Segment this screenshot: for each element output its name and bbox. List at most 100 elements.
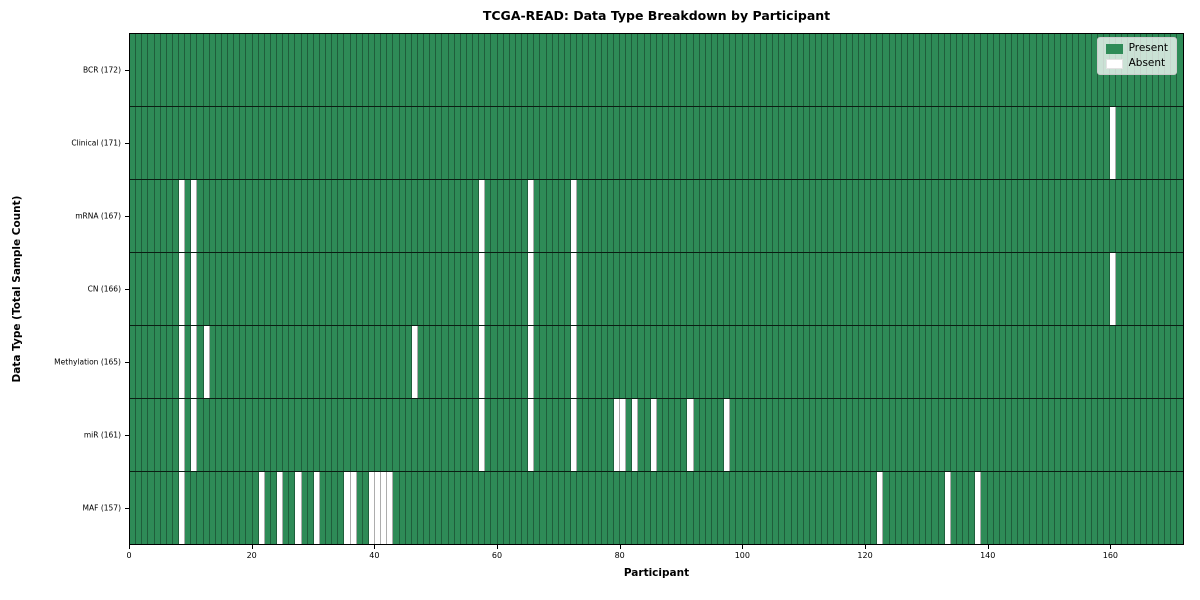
cell-present bbox=[969, 180, 976, 252]
cell-present bbox=[332, 399, 339, 471]
cell-present bbox=[130, 180, 137, 252]
cell-present bbox=[1134, 180, 1141, 252]
cell-present bbox=[975, 399, 982, 471]
cell-present bbox=[283, 253, 290, 325]
cell-present bbox=[718, 180, 725, 252]
cell-present bbox=[577, 326, 584, 398]
cell-present bbox=[191, 107, 198, 179]
cell-present bbox=[234, 472, 241, 544]
cell-present bbox=[387, 107, 394, 179]
cell-present bbox=[742, 253, 749, 325]
cell-present bbox=[644, 253, 651, 325]
cell-absent bbox=[179, 180, 186, 252]
cell-present bbox=[1073, 107, 1080, 179]
cell-present bbox=[644, 326, 651, 398]
cell-present bbox=[497, 399, 504, 471]
cell-present bbox=[883, 34, 890, 106]
cell-present bbox=[889, 107, 896, 179]
cell-present bbox=[301, 180, 308, 252]
cell-present bbox=[944, 399, 951, 471]
cell-present bbox=[1012, 399, 1019, 471]
x-tick-mark bbox=[1110, 545, 1112, 549]
cell-present bbox=[975, 326, 982, 398]
cell-present bbox=[914, 472, 921, 544]
cell-present bbox=[185, 472, 192, 544]
cell-present bbox=[252, 180, 259, 252]
cell-present bbox=[865, 472, 872, 544]
cell-present bbox=[730, 180, 737, 252]
cell-present bbox=[871, 472, 878, 544]
cell-present bbox=[479, 472, 486, 544]
cell-present bbox=[883, 326, 890, 398]
cell-present bbox=[797, 180, 804, 252]
cell-present bbox=[338, 34, 345, 106]
cell-present bbox=[1152, 253, 1159, 325]
cell-present bbox=[803, 34, 810, 106]
cell-present bbox=[148, 107, 155, 179]
cell-present bbox=[1061, 34, 1068, 106]
cell-present bbox=[289, 472, 296, 544]
cell-present bbox=[650, 326, 657, 398]
cell-absent bbox=[479, 253, 486, 325]
cell-present bbox=[889, 472, 896, 544]
cell-present bbox=[773, 399, 780, 471]
cell-present bbox=[375, 326, 382, 398]
cell-present bbox=[760, 326, 767, 398]
cell-present bbox=[797, 472, 804, 544]
cell-present bbox=[1134, 107, 1141, 179]
cell-present bbox=[969, 107, 976, 179]
y-tick-label: CN (166) bbox=[87, 284, 121, 294]
cell-present bbox=[338, 399, 345, 471]
cell-present bbox=[546, 326, 553, 398]
cell-present bbox=[1073, 326, 1080, 398]
cell-present bbox=[160, 34, 167, 106]
cell-present bbox=[914, 253, 921, 325]
cell-absent bbox=[724, 399, 731, 471]
cell-present bbox=[809, 253, 816, 325]
cell-present bbox=[564, 107, 571, 179]
cell-present bbox=[399, 180, 406, 252]
cell-present bbox=[846, 399, 853, 471]
cell-present bbox=[454, 399, 461, 471]
cell-present bbox=[509, 34, 516, 106]
cell-present bbox=[613, 326, 620, 398]
cell-present bbox=[620, 253, 627, 325]
cell-present bbox=[430, 34, 437, 106]
cell-present bbox=[130, 34, 137, 106]
cell-present bbox=[607, 472, 614, 544]
cell-present bbox=[760, 399, 767, 471]
cell-present bbox=[319, 34, 326, 106]
cell-present bbox=[1116, 399, 1123, 471]
cell-present bbox=[466, 399, 473, 471]
cell-present bbox=[283, 326, 290, 398]
cell-present bbox=[1091, 253, 1098, 325]
cell-present bbox=[791, 399, 798, 471]
cell-present bbox=[185, 399, 192, 471]
x-tick-label: 0 bbox=[126, 551, 132, 560]
cell-present bbox=[797, 107, 804, 179]
cell-present bbox=[981, 107, 988, 179]
cell-present bbox=[534, 107, 541, 179]
cell-present bbox=[552, 180, 559, 252]
cell-present bbox=[270, 107, 277, 179]
legend-label-present: Present bbox=[1128, 42, 1168, 54]
cell-present bbox=[877, 34, 884, 106]
cell-present bbox=[816, 472, 823, 544]
cell-present bbox=[301, 472, 308, 544]
cell-present bbox=[436, 180, 443, 252]
cell-absent bbox=[528, 326, 535, 398]
cell-present bbox=[816, 326, 823, 398]
cell-present bbox=[736, 472, 743, 544]
cell-present bbox=[1146, 399, 1153, 471]
cell-present bbox=[252, 326, 259, 398]
cell-present bbox=[405, 253, 412, 325]
cell-present bbox=[981, 253, 988, 325]
cell-present bbox=[779, 472, 786, 544]
cell-present bbox=[417, 253, 424, 325]
cell-present bbox=[509, 472, 516, 544]
cell-present bbox=[362, 472, 369, 544]
cell-present bbox=[1030, 326, 1037, 398]
cell-present bbox=[1171, 107, 1178, 179]
cell-present bbox=[350, 107, 357, 179]
y-tick-label: BCR (172) bbox=[82, 65, 121, 75]
